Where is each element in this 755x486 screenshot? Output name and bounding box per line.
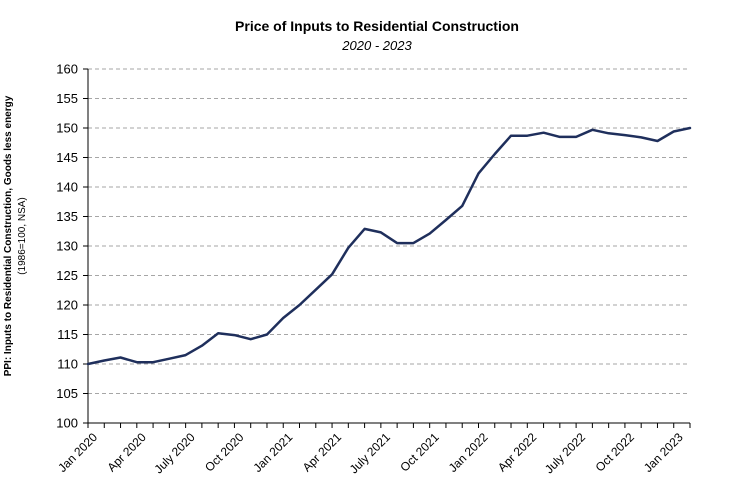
- x-tick-label: Apr 2020: [105, 430, 150, 475]
- y-tick-label: 105: [56, 386, 78, 401]
- y-tick-label: 100: [56, 416, 78, 431]
- series-line: [86, 126, 692, 366]
- x-tick-label: Oct 2020: [202, 430, 247, 475]
- x-tick-label: July 2021: [347, 430, 393, 476]
- y-axis-ticks: 100 105 110 115 120 125 130 135 140 145 150 155 160: [56, 62, 88, 431]
- x-tick-label: Jan 2022: [446, 430, 491, 475]
- y-tick-label: 145: [56, 150, 78, 165]
- y-axis-title: PPI: Inputs to Residential Construction,…: [3, 95, 28, 376]
- y-tick-label: 135: [56, 209, 78, 224]
- y-tick-label: 150: [56, 121, 78, 136]
- x-tick-label: Jan 2021: [250, 430, 295, 475]
- x-tick-label: Jan 2020: [55, 430, 100, 475]
- y-tick-label: 125: [56, 268, 78, 283]
- x-tick-label: Apr 2021: [300, 430, 345, 475]
- y-tick-label: 140: [56, 180, 78, 195]
- chart-title: Price of Inputs to Residential Construct…: [235, 18, 519, 34]
- x-tick-label: Oct 2021: [397, 430, 442, 475]
- y-axis-label: PPI: Inputs to Residential Construction,…: [3, 95, 14, 376]
- y-tick-label: 160: [56, 62, 78, 77]
- y-axis-sublabel: (1986=100, NSA): [17, 197, 28, 275]
- x-tick-label: Jan 2023: [641, 430, 686, 475]
- x-tick-label: Oct 2022: [593, 430, 638, 475]
- y-tick-label: 155: [56, 91, 78, 106]
- y-tick-label: 115: [57, 327, 78, 342]
- x-tick-label: July 2020: [151, 430, 197, 476]
- x-tick-label: Apr 2022: [495, 430, 540, 475]
- y-tick-label: 130: [56, 239, 78, 254]
- chart-subtitle: 2020 - 2023: [341, 38, 412, 53]
- series-group: [86, 126, 692, 366]
- gridlines: [88, 68, 690, 394]
- y-tick-label: 120: [56, 298, 78, 313]
- y-tick-label: 110: [57, 357, 78, 372]
- x-tick-label: July 2022: [542, 430, 588, 476]
